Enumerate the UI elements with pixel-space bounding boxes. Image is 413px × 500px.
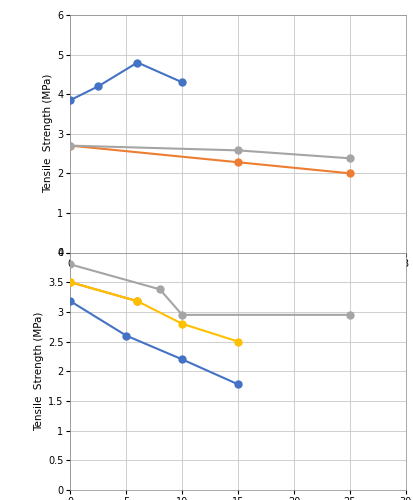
PET [9] [179, 356, 184, 362]
X-axis label: Plastic Waste  Fibre  Content (%): Plastic Waste Fibre Content (%) [152, 274, 323, 283]
PET [68] [179, 312, 184, 318]
PET [66] [68, 142, 73, 148]
Y-axis label: Tensile  Strength (MPa): Tensile Strength (MPa) [43, 74, 53, 194]
Line: PUR [51]: PUR [51] [67, 278, 140, 304]
PET [9] [235, 382, 240, 388]
PET [66] [235, 159, 240, 165]
PET [68] [157, 286, 162, 292]
PET [69] [68, 279, 73, 285]
PP [65] [96, 83, 101, 89]
Line: PET [69]: PET [69] [67, 278, 241, 345]
PET [69] [135, 298, 140, 304]
PP [65] [135, 60, 140, 66]
Line: PET [66]: PET [66] [67, 142, 352, 177]
PET [69] [235, 338, 240, 344]
PET  b [66] [347, 156, 351, 162]
PET  b [66] [68, 142, 73, 148]
PUR [51] [68, 279, 73, 285]
Line: PET [9]: PET [9] [67, 298, 241, 388]
PET  b [66] [235, 148, 240, 154]
Line: PET  b [66]: PET b [66] [67, 142, 352, 162]
PUR [51] [135, 298, 140, 304]
PP [65] [179, 80, 184, 86]
PET [68] [347, 312, 351, 318]
PP [65] [68, 97, 73, 103]
Line: PP [65]: PP [65] [67, 59, 185, 104]
PET [9] [68, 298, 73, 304]
Legend: PP [65], PET [66], PET  b [66]: PP [65], PET [66], PET b [66] [128, 338, 347, 347]
PET [9] [123, 332, 128, 338]
Y-axis label: Tensile  Strength (MPa): Tensile Strength (MPa) [34, 312, 44, 431]
PET [68] [68, 262, 73, 268]
PET [69] [179, 321, 184, 327]
PET [66] [347, 170, 351, 176]
Line: PET [68]: PET [68] [67, 261, 352, 318]
